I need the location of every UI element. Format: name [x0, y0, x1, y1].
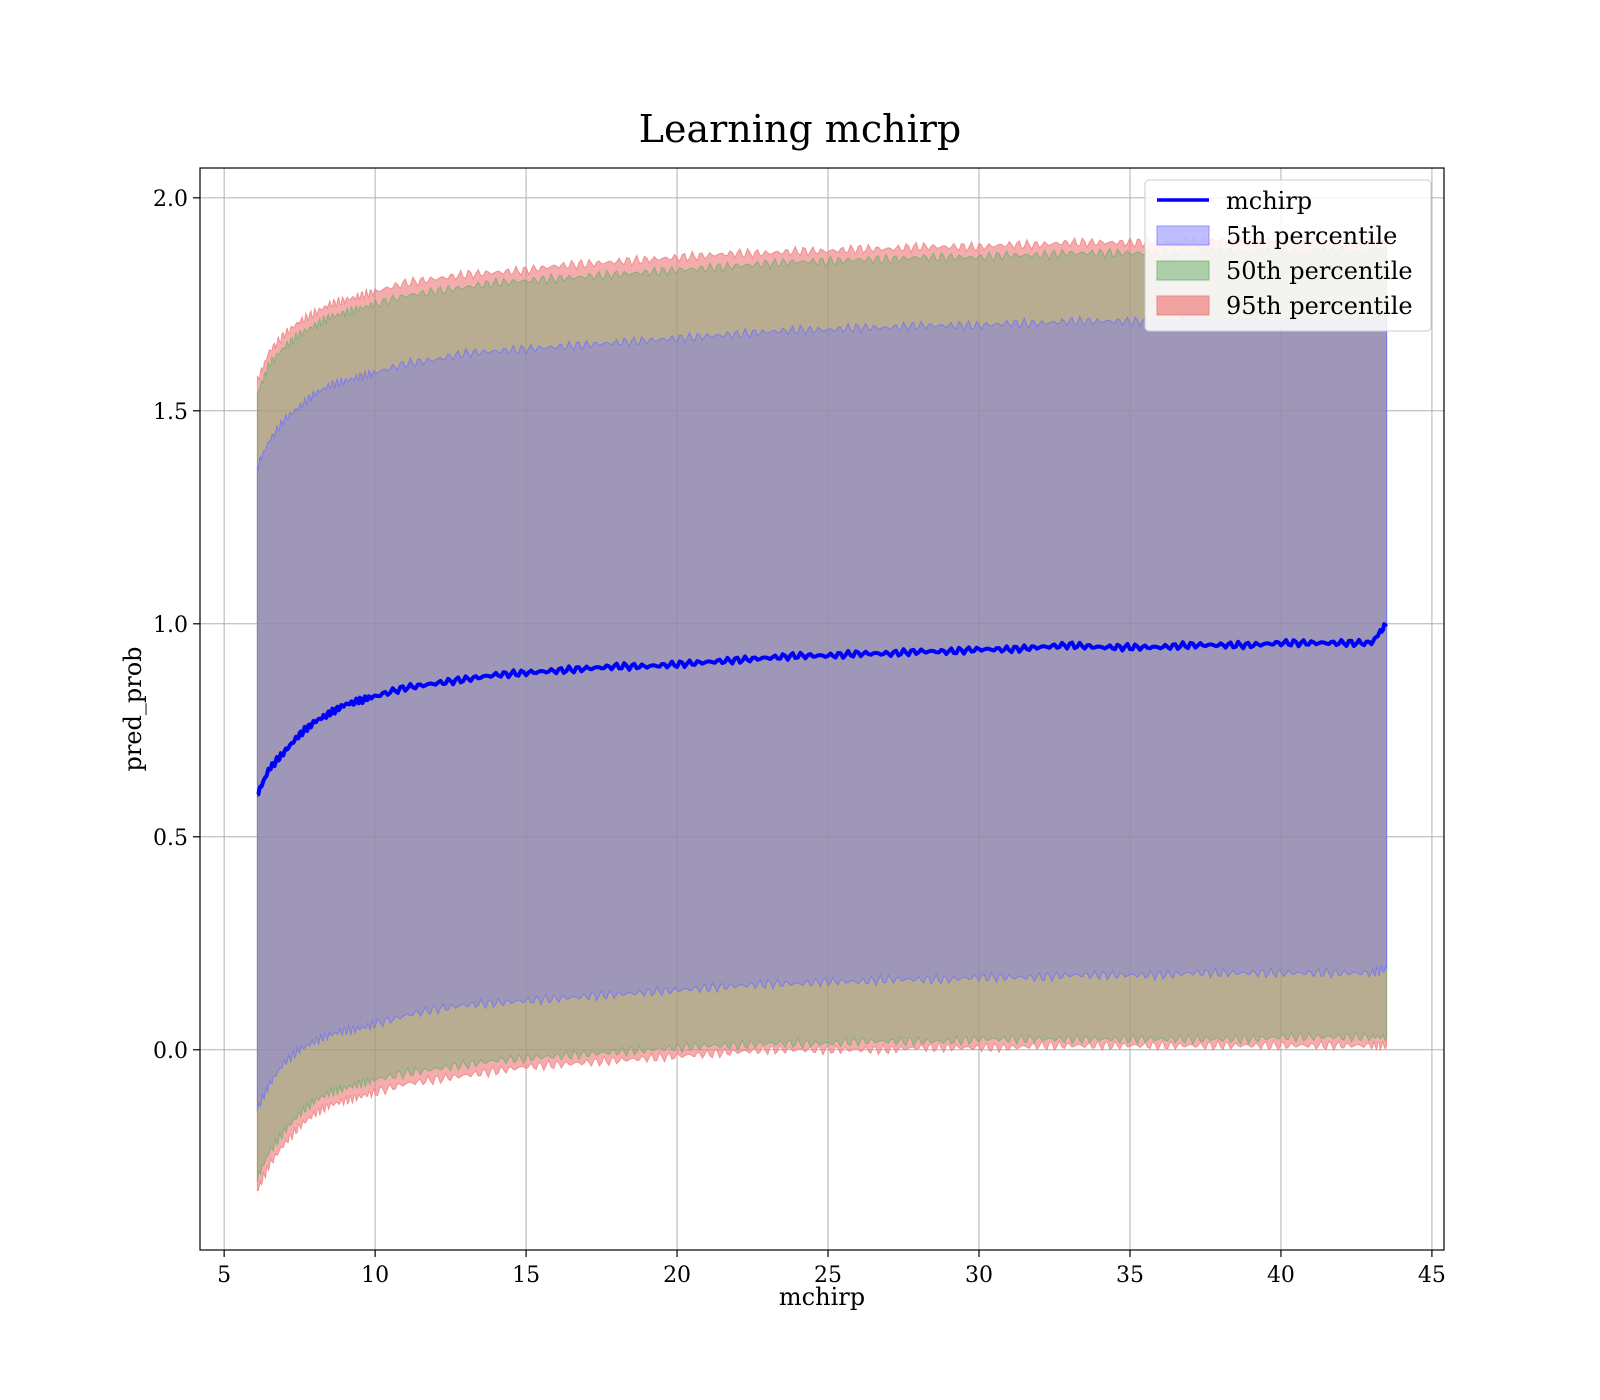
x-tick-label-1: 10: [361, 1263, 389, 1288]
legend-box: [1144, 179, 1432, 332]
x-tick-label-5: 30: [965, 1263, 993, 1288]
legend-label-50th: 50th percentile: [1226, 257, 1413, 285]
legend-label-mchirp: mchirp: [1226, 187, 1312, 215]
x-tick-label-2: 15: [512, 1263, 540, 1288]
y-tick-label-1: 0.5: [153, 826, 188, 851]
band-50th-percentile: [256, 244, 1388, 1182]
band-95th-percentile: [256, 233, 1388, 1192]
legend-swatch-5th: [1156, 225, 1210, 246]
y-tick-label-4: 2.0: [153, 187, 188, 212]
y-tick-label-0: 0.0: [153, 1039, 188, 1064]
series-line-layer: [256, 622, 1388, 797]
legend-swatch-95th: [1156, 295, 1210, 316]
y-tick-label-2: 1.0: [153, 613, 188, 638]
chart-title: Learning mchirp: [639, 107, 961, 151]
x-axis-ticks: 5 10 15 20 25 30 35 40 45: [217, 1250, 1446, 1288]
x-tick-label-6: 35: [1116, 1263, 1144, 1288]
y-axis-label: pred_prob: [119, 646, 147, 771]
legend-label-95th: 95th percentile: [1226, 292, 1413, 320]
x-tick-label-8: 45: [1418, 1263, 1446, 1288]
legend-label-5th: 5th percentile: [1226, 222, 1397, 250]
x-tick-label-4: 25: [814, 1263, 842, 1288]
band-5th-percentile: [256, 314, 1388, 1112]
x-tick-label-7: 40: [1267, 1263, 1295, 1288]
legend-swatch-50th: [1156, 260, 1210, 281]
x-tick-label-0: 5: [217, 1263, 231, 1288]
percentile-bands: [256, 233, 1388, 1192]
plot-frame: [199, 167, 1445, 1251]
legend: mchirp 5th percentile 50th percentile 95…: [1144, 179, 1432, 332]
x-tick-label-3: 20: [663, 1263, 691, 1288]
series-line-mchirp: [256, 622, 1388, 797]
x-axis-label: mchirp: [779, 1283, 865, 1311]
y-axis-ticks: 0.0 0.5 1.0 1.5 2.0: [153, 187, 200, 1064]
y-tick-label-3: 1.5: [153, 400, 188, 425]
